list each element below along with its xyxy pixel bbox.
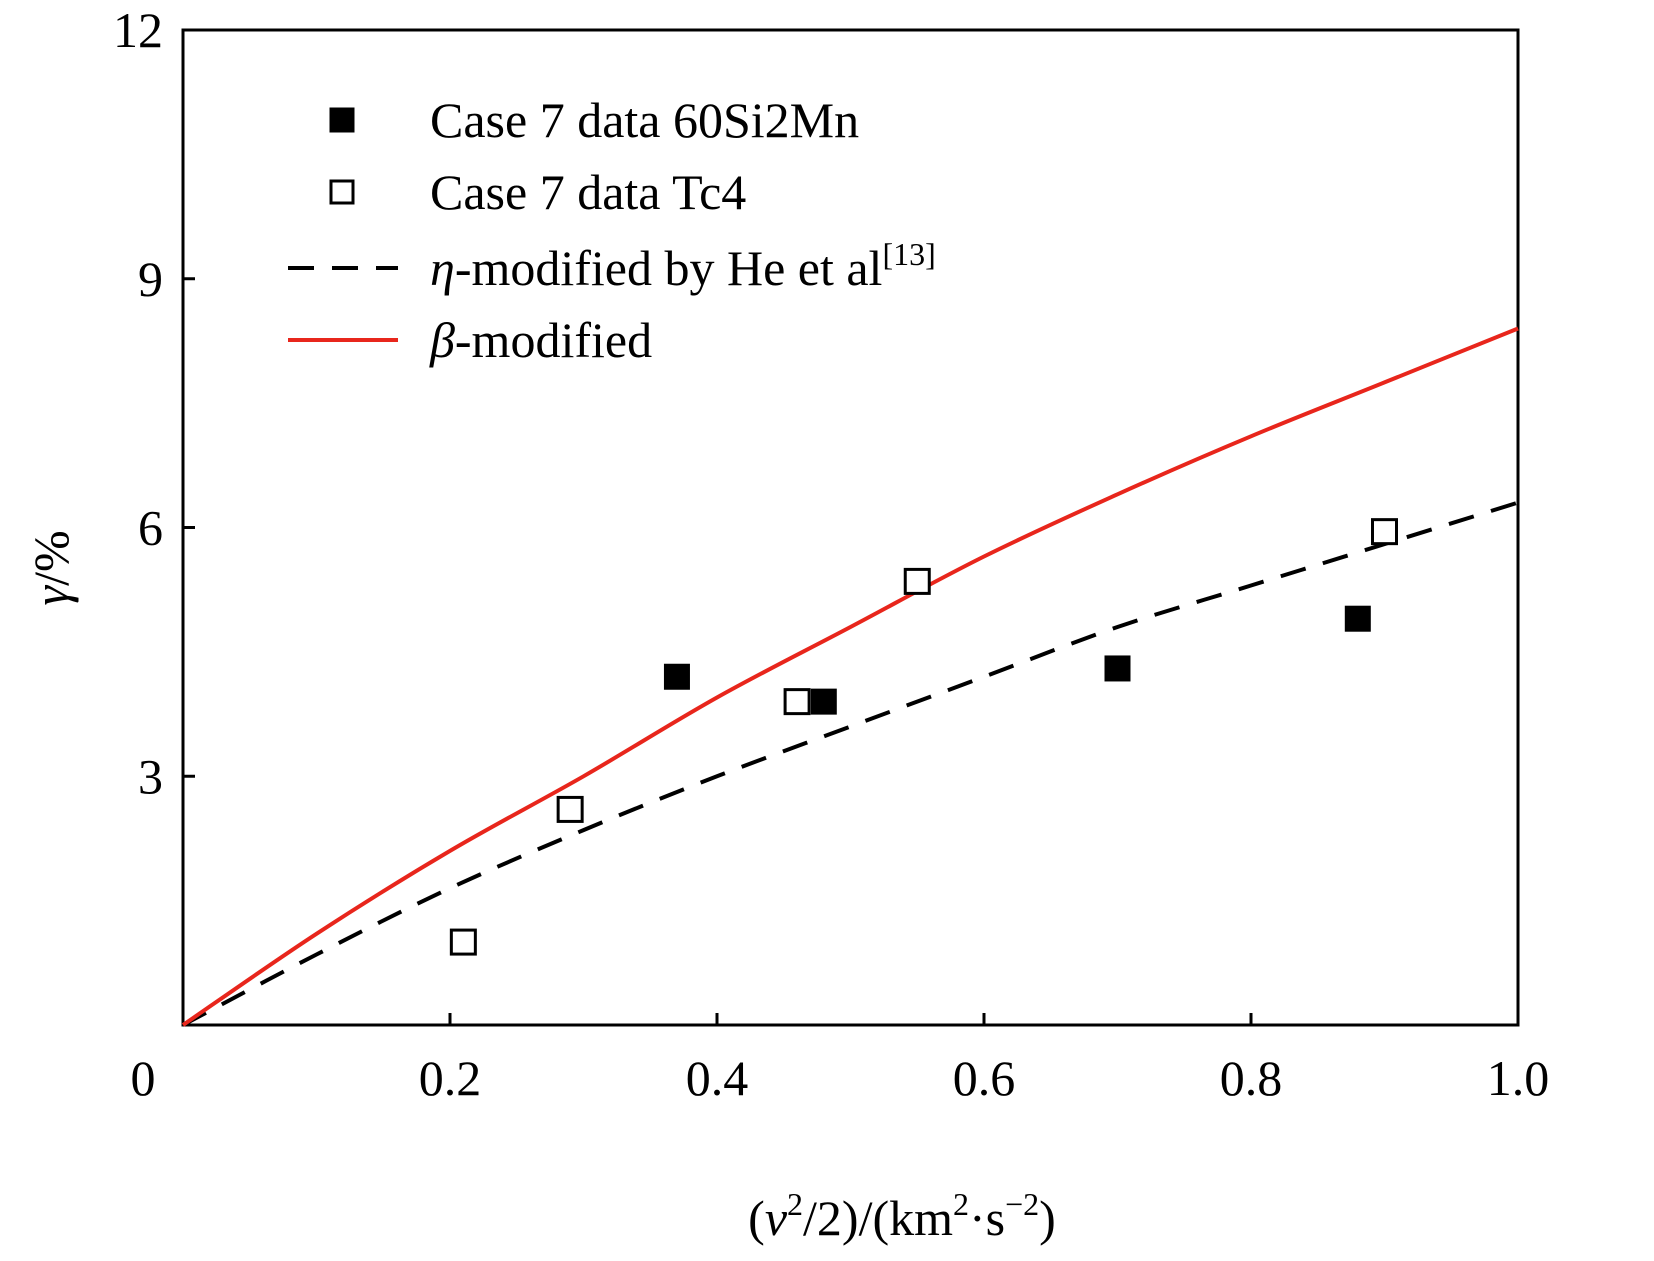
- y-axis: 3 6 9 12: [113, 2, 195, 804]
- x-axis-label-post: ): [1039, 1190, 1056, 1246]
- x-axis: 0 0.2 0.4 0.6 0.8 1.0: [131, 1013, 1550, 1106]
- data-point-tc4: [783, 688, 811, 716]
- legend-label: β-modified: [429, 312, 652, 368]
- legend-marker-60si2mn: [329, 107, 355, 133]
- legend: Case 7 data 60Si2Mn Case 7 data Tc4 η-modi…: [288, 92, 936, 368]
- plot-border: [181, 28, 1520, 1027]
- y-tick-label: 12: [113, 2, 163, 58]
- eta-modified-line: [182, 500, 1519, 1027]
- data-point-tc4: [903, 567, 931, 595]
- x-tick-label: 0.4: [686, 1050, 749, 1106]
- x-axis-label-sup3: −2: [1005, 1186, 1039, 1222]
- data-point-60si2mn: [1104, 655, 1131, 682]
- series-layer: [181, 326, 1519, 1027]
- y-tick-label: 6: [138, 500, 163, 556]
- legend-label-text: -modified: [455, 312, 652, 368]
- data-point-tc4: [449, 928, 477, 956]
- y-axis-label: γ/%: [23, 530, 79, 605]
- x-tick-label: 1.0: [1487, 1050, 1550, 1106]
- legend-label-symbol: η: [430, 240, 455, 296]
- x-axis-label-pre: (: [748, 1190, 765, 1246]
- legend-marker-tc4: [329, 179, 355, 205]
- legend-label: Case 7 data 60Si2Mn: [430, 92, 859, 148]
- legend-label-symbol: β: [429, 312, 455, 368]
- legend-label: η-modified by He et al[13]: [430, 236, 936, 296]
- x-tick-label: 0.8: [1220, 1050, 1283, 1106]
- x-tick-label: 0.6: [953, 1050, 1016, 1106]
- x-axis-label-sup2: 2: [953, 1186, 969, 1222]
- data-point-60si2mn: [1344, 605, 1371, 632]
- plot-area: [181, 28, 1520, 1027]
- x-tick-label: 0.2: [419, 1050, 482, 1106]
- data-point-60si2mn: [810, 688, 837, 715]
- data-point-60si2mn: [663, 663, 690, 690]
- x-tick-label: 0: [131, 1050, 156, 1106]
- legend-label: Case 7 data Tc4: [430, 164, 746, 220]
- beta-modified-line: [181, 326, 1519, 1027]
- y-axis-label-unit: /%: [23, 530, 79, 586]
- legend-label-ref: [13]: [882, 236, 935, 272]
- y-tick-label: 9: [138, 251, 163, 307]
- x-axis-label-mid: /2)/(km: [803, 1190, 953, 1246]
- x-axis-label-mid2: ·s: [969, 1190, 1005, 1246]
- x-axis-label: (v2/2)/(km2·s−2): [748, 1186, 1056, 1246]
- x-axis-label-sup1: 2: [787, 1186, 803, 1222]
- y-axis-label-sym: γ: [23, 585, 79, 606]
- data-point-tc4: [1371, 518, 1398, 546]
- y-tick-label: 3: [138, 748, 163, 804]
- data-point-tc4: [556, 795, 584, 823]
- x-axis-label-var: v: [765, 1190, 788, 1246]
- legend-label-text: -modified by He et al: [455, 240, 883, 296]
